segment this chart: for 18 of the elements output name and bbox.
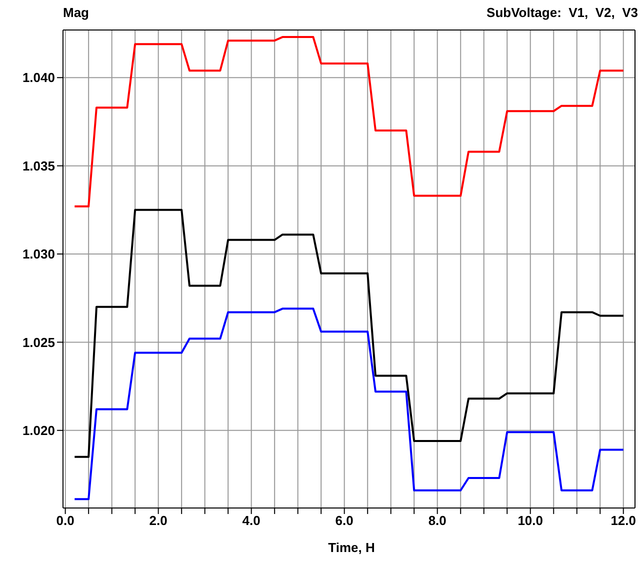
x-tick-label: 8.0	[428, 513, 446, 528]
x-tick-label: 0.0	[56, 513, 74, 528]
y-axis-title: Mag	[63, 5, 89, 20]
y-tick-label: 1.040	[22, 70, 55, 86]
x-tick-label: 12.0	[610, 513, 636, 528]
chart-title: SubVoltage: V1, V2, V3	[486, 5, 638, 20]
y-tick-label: 1.035	[22, 158, 55, 174]
x-tick-label: 6.0	[335, 513, 354, 528]
line-series	[74, 308, 624, 500]
x-tick-label: 10.0	[518, 513, 544, 528]
y-tick-label: 1.025	[22, 334, 55, 350]
x-tick-label: 4.0	[242, 513, 260, 528]
line-series	[74, 208, 624, 458]
y-tick-label: 1.020	[22, 423, 55, 438]
y-tick-label: 1.030	[22, 246, 55, 262]
x-axis-title: Time, H	[327, 540, 376, 555]
x-tick-label: 2.0	[149, 513, 168, 528]
line-series	[74, 36, 624, 208]
